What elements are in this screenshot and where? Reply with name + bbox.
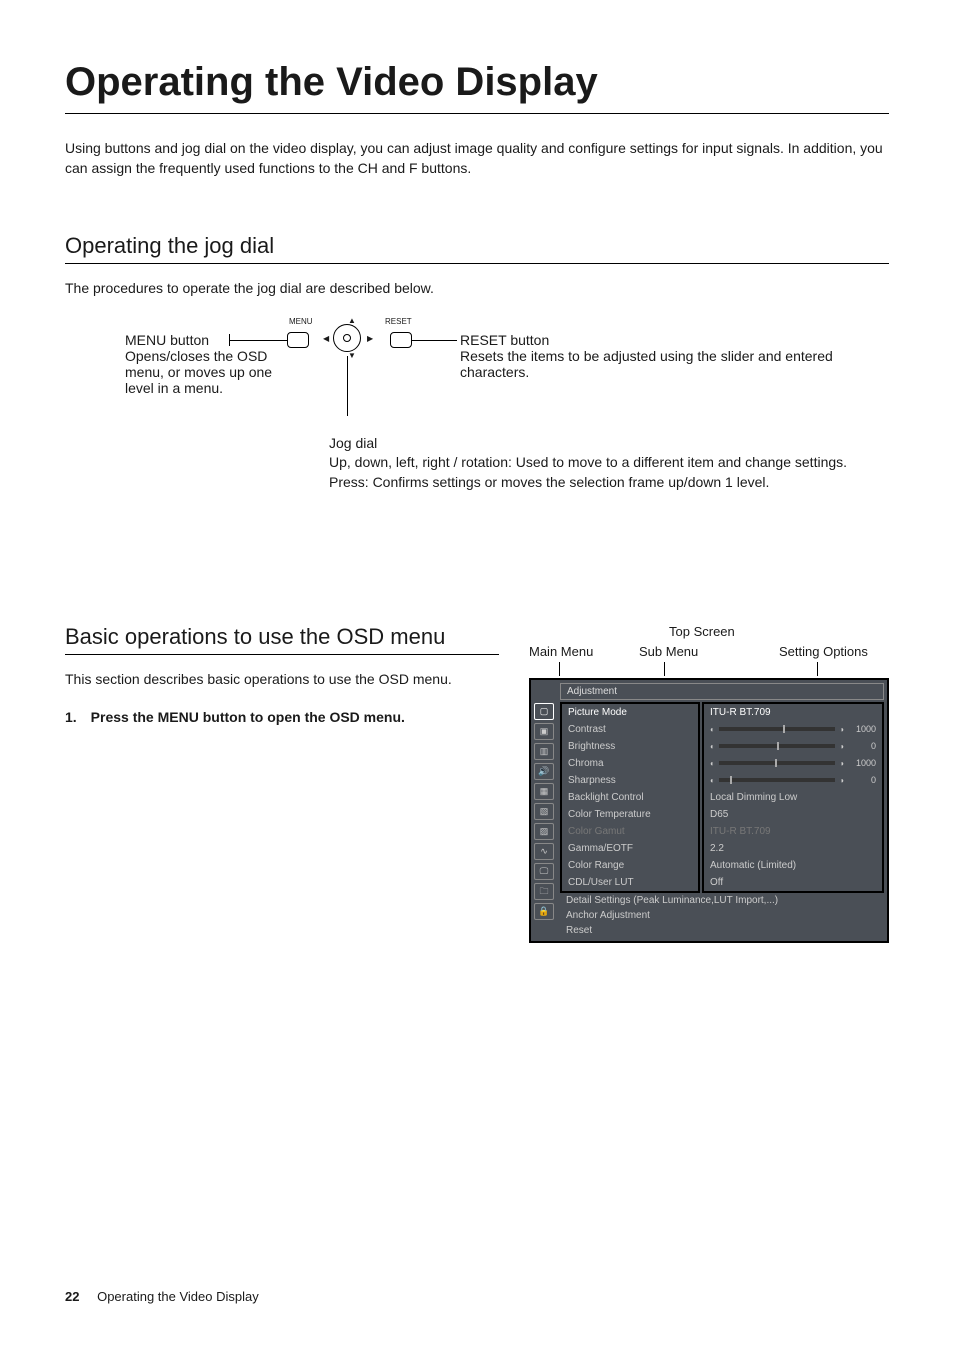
page-footer-text: Operating the Video Display [97, 1289, 259, 1304]
osd-tail-item: Reset [560, 923, 884, 938]
arrow-right-icon: ▶ [367, 334, 373, 343]
osd-option-item: 2.2 [704, 840, 882, 857]
osd-menu-icon: 🗀 [534, 883, 554, 900]
reset-label-small: RESET [385, 317, 412, 326]
page-footer: 22 Operating the Video Display [65, 1289, 259, 1304]
osd-option-item: ITU-R BT.709 [704, 704, 882, 721]
osd-label-sub: Sub Menu [639, 644, 698, 659]
osd-option-item: ◐◑1000 [704, 755, 882, 772]
osd-sub-item: Brightness [562, 738, 698, 755]
osd-menu-icon: 🖵 [534, 863, 554, 880]
jog-desc: The procedures to operate the jog dial a… [65, 279, 889, 299]
osd-menu-icon: ∿ [534, 843, 554, 860]
osd-option-item: Automatic (Limited) [704, 857, 882, 874]
osd-tail-item: Anchor Adjustment [560, 908, 884, 923]
osd-heading-rule [65, 654, 499, 655]
osd-labels: Top Screen Main Menu Sub Menu Setting Op… [529, 624, 889, 664]
osd-heading: Basic operations to use the OSD menu [65, 624, 499, 650]
osd-menu-icon: 🔒 [534, 903, 554, 920]
jog-diagram: MENU RESET ▲ ▼ ◀ ▶ MENU button Opens/clo… [65, 314, 889, 544]
reset-callout: RESET button Resets the items to be adju… [460, 332, 880, 380]
osd-menu-icon: ▨ [534, 823, 554, 840]
osd-menu-icon: ▧ [534, 803, 554, 820]
osd-sub-item: Color Temperature [562, 806, 698, 823]
osd-screenshot: ▢ ▣ ▥ 🔊 ▦ ▧ ▨ ∿ 🖵 🗀 🔒 Adjustment Picture ModeContr… [529, 678, 889, 943]
osd-sub-item: Sharpness [562, 772, 698, 789]
osd-menu-icon: 🔊 [534, 763, 554, 780]
osd-label-main: Main Menu [529, 644, 593, 659]
osd-detail-settings: Detail Settings (Peak Luminance,LUT Impo… [560, 893, 884, 908]
osd-main-menu: ▢ ▣ ▥ 🔊 ▦ ▧ ▨ ∿ 🖵 🗀 🔒 [534, 683, 560, 938]
menu-label-small: MENU [289, 317, 313, 326]
jog-callout-line1: Up, down, left, right / rotation: Used t… [329, 454, 847, 470]
osd-option-item: ◐◑1000 [704, 721, 882, 738]
jog-callout-line2: Press: Confirms settings or moves the se… [329, 474, 769, 490]
leader-line [817, 662, 818, 676]
leader-line [559, 662, 560, 676]
reset-callout-title: RESET button [460, 332, 549, 348]
osd-sub-item: CDL/User LUT [562, 874, 698, 891]
osd-sub-item: Picture Mode [562, 704, 698, 721]
jog-callout: Jog dial Up, down, left, right / rotatio… [329, 434, 889, 493]
osd-label-top: Top Screen [669, 624, 735, 639]
osd-menu-icon: ▦ [534, 783, 554, 800]
page-number: 22 [65, 1289, 79, 1304]
arrow-down-icon: ▼ [348, 351, 356, 360]
reset-button-graphic [390, 332, 412, 348]
osd-option-item: ITU-R BT.709 [704, 823, 882, 840]
osd-option-item: Local Dimming Low [704, 789, 882, 806]
osd-sub-item: Gamma/EOTF [562, 840, 698, 857]
osd-label-options: Setting Options [779, 644, 868, 659]
osd-menu-icon: ▣ [534, 723, 554, 740]
osd-option-item: ◐◑0 [704, 772, 882, 789]
leader-line [412, 340, 457, 341]
osd-option-item: Off [704, 874, 882, 891]
intro-paragraph: Using buttons and jog dial on the video … [65, 139, 889, 178]
jog-callout-title: Jog dial [329, 435, 377, 451]
leader-line [347, 356, 348, 416]
osd-menu-icon: ▢ [534, 703, 554, 720]
leader-line [664, 662, 665, 676]
osd-option-item: ◐◑0 [704, 738, 882, 755]
osd-sub-menu-col: Picture ModeContrastBrightnessChromaShar… [560, 702, 700, 893]
title-rule [65, 113, 889, 114]
osd-sub-item: Color Gamut [562, 823, 698, 840]
osd-sub-item: Backlight Control [562, 789, 698, 806]
jog-heading: Operating the jog dial [65, 233, 889, 259]
page-title: Operating the Video Display [65, 60, 889, 105]
menu-callout-body: Opens/closes the OSD menu, or moves up o… [125, 348, 272, 396]
arrow-left-icon: ◀ [323, 334, 329, 343]
menu-button-graphic [287, 332, 309, 348]
menu-callout-title: MENU button [125, 332, 280, 348]
osd-option-item: D65 [704, 806, 882, 823]
osd-top-screen: Adjustment [560, 683, 884, 700]
jog-heading-rule [65, 263, 889, 264]
osd-sub-item: Chroma [562, 755, 698, 772]
jog-dial-inner-icon [343, 334, 351, 342]
osd-desc: This section describes basic operations … [65, 670, 499, 690]
step-1: 1. Press the MENU button to open the OSD… [65, 709, 499, 725]
osd-options-col: ITU-R BT.709◐◑1000◐◑0◐◑1000◐◑0Local Dimm… [702, 702, 884, 893]
menu-callout: MENU button Opens/closes the OSD menu, o… [125, 332, 280, 396]
osd-sub-item: Contrast [562, 721, 698, 738]
osd-menu-icon: ▥ [534, 743, 554, 760]
osd-sub-item: Color Range [562, 857, 698, 874]
reset-callout-body: Resets the items to be adjusted using th… [460, 348, 833, 380]
